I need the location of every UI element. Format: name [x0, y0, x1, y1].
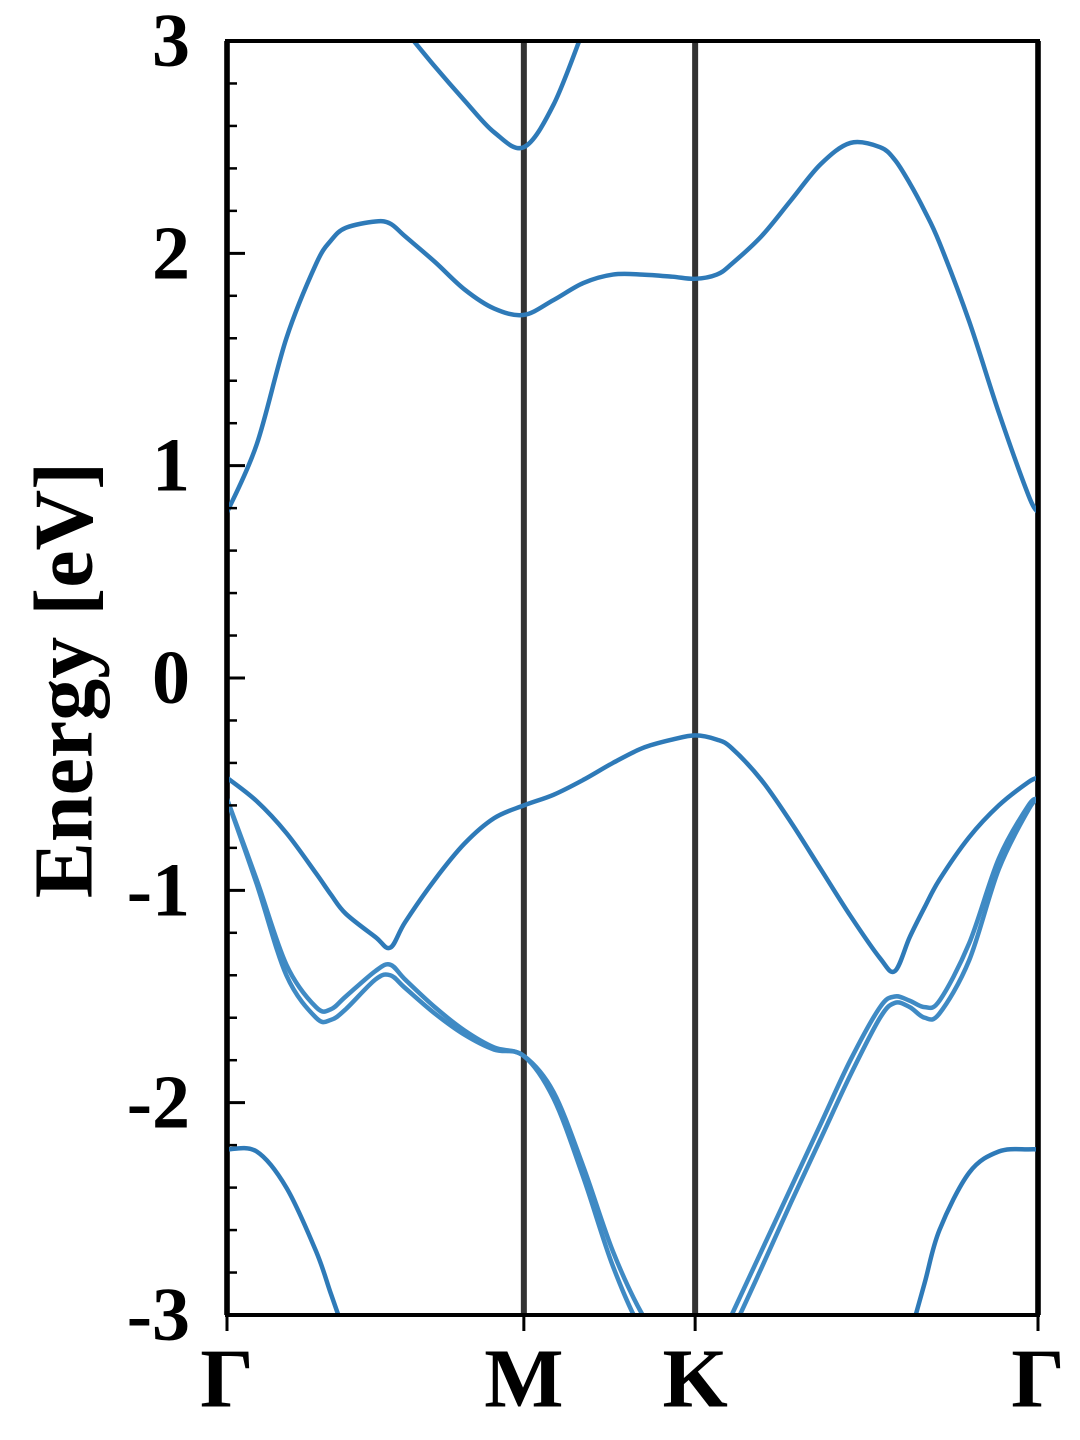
band-line: [227, 796, 1038, 1315]
y-tick-label: -1: [127, 848, 190, 932]
band-line: [227, 1145, 1038, 1315]
y-tick-label: -2: [127, 1061, 190, 1145]
y-tick-label: 0: [152, 636, 190, 720]
band-line: [410, 41, 582, 151]
x-tick-label: Γ: [1011, 1333, 1064, 1426]
band-line: [227, 139, 1038, 515]
axes-layer: -3 -2 -1 0 1 2 3 Γ M K Γ: [127, 0, 1065, 1426]
x-tick-label: M: [484, 1333, 563, 1426]
band-layer: [227, 41, 1038, 1315]
plot-frame: [225, 39, 1040, 1317]
y-tick-label: -3: [127, 1273, 190, 1357]
band-line: [227, 733, 1038, 975]
y-tick-label: 2: [152, 211, 190, 295]
y-tick-label: 1: [152, 424, 190, 508]
y-tick-label: 3: [152, 0, 190, 83]
band-line: [227, 796, 1038, 1315]
grid-layer: [224, 41, 1041, 1315]
y-axis-label: Energy [eV]: [17, 462, 110, 898]
x-tick-label: Γ: [200, 1333, 253, 1426]
x-tick-label: K: [662, 1333, 727, 1426]
